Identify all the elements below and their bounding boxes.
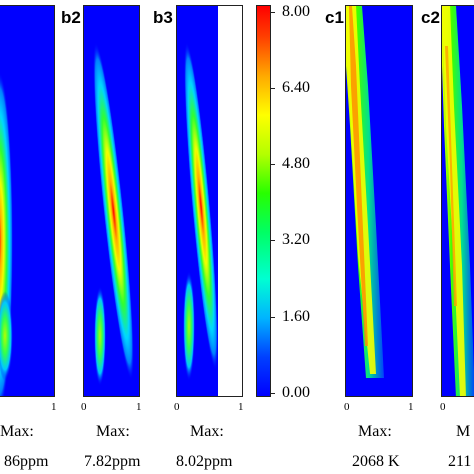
flame-hot-c2 [445, 46, 457, 306]
max-label-b2: Max: [96, 423, 130, 440]
axis-left-b2: 0 [81, 401, 87, 413]
plume-tail-b1 [0, 291, 13, 381]
temperature-contour-c1 [346, 6, 384, 378]
contour-panel-b1 [0, 5, 55, 397]
plume-tail-b2 [94, 286, 106, 386]
axis-right-c1: 1 [408, 401, 414, 413]
axis-right-b3: 1 [238, 401, 244, 413]
colorbar [256, 5, 271, 397]
plume-b3 [184, 41, 218, 371]
contour-panel-c1 [345, 5, 413, 397]
domain-region-b3 [177, 6, 218, 396]
colorbar-mark [270, 317, 275, 318]
colorbar-mark [270, 12, 275, 13]
colorbar-mark [270, 164, 275, 165]
max-value-c2: 211 [448, 453, 472, 470]
axis-right-b1: 1 [51, 401, 57, 413]
axis-left-c2: 0 [440, 401, 446, 413]
colorbar-tick: 3.20 [282, 231, 310, 248]
colorbar-tick: 6.40 [282, 79, 310, 96]
max-label-b3: Max: [190, 423, 224, 440]
axis-left-b3: 0 [174, 401, 180, 413]
max-value-b1: 86ppm [4, 453, 49, 470]
contour-panel-c2 [441, 5, 474, 397]
panel-label-c1: c1 [325, 8, 344, 27]
colorbar-mark [270, 240, 275, 241]
temperature-contour-c2 [442, 6, 474, 396]
max-value-c1: 2068 K [352, 453, 400, 470]
max-value-b3: 8.02ppm [176, 453, 233, 470]
concentration-contour-b1 [0, 71, 13, 396]
colorbar-tick: 1.60 [282, 308, 310, 325]
plume-b2 [93, 41, 134, 381]
max-value-b2: 7.82ppm [84, 453, 141, 470]
max-label-b1: Max: [0, 423, 34, 440]
flame-hot-c1 [349, 6, 368, 346]
colorbar-mark [270, 88, 275, 89]
plume-tail-b3 [183, 271, 195, 381]
colorbar-tick: 4.80 [282, 155, 310, 172]
contour-panel-b3 [176, 5, 243, 397]
concentration-contour-b2 [93, 41, 134, 386]
panel-label-c2: c2 [421, 8, 440, 27]
axis-left-c1: 0 [344, 401, 350, 413]
colorbar-mark [270, 393, 275, 394]
max-label-c1: Max: [358, 423, 392, 440]
concentration-contour-b3 [183, 41, 218, 381]
max-label-c2: M [456, 423, 471, 440]
panel-label-b3: b3 [153, 8, 173, 27]
panel-label-b2: b2 [61, 8, 81, 27]
axis-right-b2: 1 [136, 401, 142, 413]
contour-panel-b2 [83, 5, 140, 397]
colorbar-tick: 0.00 [282, 384, 310, 401]
colorbar-tick: 8.00 [282, 3, 310, 20]
